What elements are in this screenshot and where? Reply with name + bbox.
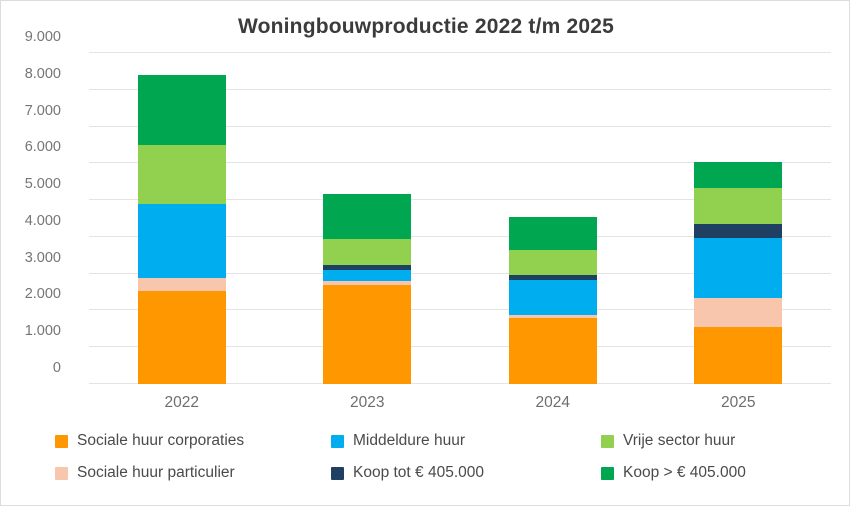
legend-swatch-icon bbox=[55, 466, 68, 480]
x-axis-category-label: 2024 bbox=[535, 394, 570, 411]
legend-label: Koop > € 405.000 bbox=[623, 464, 746, 481]
y-axis-tick-label: 9.000 bbox=[24, 29, 61, 45]
legend-label: Vrije sector huur bbox=[623, 432, 736, 449]
gridline bbox=[89, 346, 831, 348]
legend-label: Middeldure huur bbox=[353, 432, 466, 449]
legend-item[interactable]: Vrije sector huur bbox=[601, 432, 835, 450]
bar-segment[interactable] bbox=[137, 75, 226, 145]
legend-swatch-icon bbox=[601, 466, 614, 480]
bar-segment[interactable] bbox=[694, 188, 783, 225]
gridline bbox=[89, 88, 831, 90]
legend-swatch-icon bbox=[55, 434, 68, 448]
bar-segment[interactable] bbox=[508, 318, 597, 384]
bar-segment[interactable] bbox=[323, 281, 412, 286]
stacked-bar[interactable] bbox=[508, 217, 597, 384]
bar-segment[interactable] bbox=[508, 279, 597, 315]
bar-segment[interactable] bbox=[694, 327, 783, 384]
y-axis-tick-label: 8.000 bbox=[24, 65, 61, 82]
bar-group-2022[interactable] bbox=[137, 53, 226, 384]
bar-segment[interactable] bbox=[323, 270, 412, 282]
x-axis-category-label: 2022 bbox=[164, 394, 199, 411]
bar-segment[interactable] bbox=[508, 274, 597, 280]
y-axis-tick-label: 2.000 bbox=[24, 286, 61, 303]
y-axis-tick-label: 1.000 bbox=[24, 323, 61, 340]
bar-segment[interactable] bbox=[694, 297, 783, 328]
legend-swatch-icon bbox=[331, 434, 344, 448]
legend-item[interactable]: Sociale huur particulier bbox=[55, 464, 331, 482]
bar-segment[interactable] bbox=[694, 161, 783, 188]
y-axis-tick-label: 5.000 bbox=[24, 176, 61, 193]
stacked-bar[interactable] bbox=[323, 194, 412, 384]
bar-segment[interactable] bbox=[137, 291, 226, 384]
bar-segment[interactable] bbox=[323, 238, 412, 265]
bar-segment[interactable] bbox=[323, 264, 412, 270]
bar-segment[interactable] bbox=[137, 144, 226, 205]
bar-segment[interactable] bbox=[694, 224, 783, 238]
y-axis-tick-label: 3.000 bbox=[24, 249, 61, 266]
x-axis-category-label: 2025 bbox=[721, 394, 756, 411]
bar-segment[interactable] bbox=[137, 278, 226, 292]
gridline bbox=[89, 383, 831, 384]
bar-group-2025[interactable] bbox=[694, 53, 783, 384]
legend-item[interactable]: Koop > € 405.000 bbox=[601, 464, 835, 482]
chart-title: Woningbouwproductie 2022 t/m 2025 bbox=[237, 15, 615, 38]
stacked-bar[interactable] bbox=[694, 161, 783, 384]
gridline bbox=[89, 235, 831, 237]
bar-group-2024[interactable] bbox=[508, 53, 597, 384]
plot-area: 0 1.000 2.000 3.000 4.000 5.000 6.000 7.000 8.00… bbox=[25, 29, 831, 384]
bar-segment[interactable] bbox=[323, 194, 412, 239]
gridline bbox=[89, 199, 831, 201]
y-axis-tick-label: 7.000 bbox=[24, 102, 61, 119]
bar-segment[interactable] bbox=[508, 217, 597, 250]
bar-segment[interactable] bbox=[323, 285, 412, 384]
legend-swatch-icon bbox=[601, 434, 614, 448]
x-axis-category-label: 2023 bbox=[350, 394, 385, 411]
bar-segment[interactable] bbox=[508, 249, 597, 275]
gridline bbox=[89, 272, 831, 274]
bar-segment[interactable] bbox=[137, 204, 226, 279]
chart-legend: Sociale huur corporaties Middeldure huur V… bbox=[55, 425, 835, 489]
bar-segment[interactable] bbox=[694, 238, 783, 298]
legend-item[interactable]: Koop tot € 405.000 bbox=[331, 464, 601, 482]
gridline bbox=[89, 125, 831, 127]
stacked-bar[interactable] bbox=[137, 75, 226, 384]
gridline bbox=[89, 309, 831, 311]
y-axis-tick-label: 4.000 bbox=[24, 212, 61, 229]
legend-item[interactable]: Middeldure huur bbox=[331, 432, 601, 450]
gridline bbox=[89, 162, 831, 164]
legend-swatch-icon bbox=[331, 466, 344, 480]
bar-segment[interactable] bbox=[508, 314, 597, 319]
legend-label: Sociale huur corporaties bbox=[77, 432, 245, 449]
y-axis-tick-label: 6.000 bbox=[24, 139, 61, 156]
gridline bbox=[89, 52, 831, 53]
legend-item[interactable]: Sociale huur corporaties bbox=[55, 432, 331, 450]
y-axis-tick-label: 0 bbox=[52, 360, 61, 376]
legend-label: Sociale huur particulier bbox=[77, 464, 235, 481]
legend-label: Koop tot € 405.000 bbox=[353, 464, 485, 481]
bar-group-2023[interactable] bbox=[323, 53, 412, 384]
